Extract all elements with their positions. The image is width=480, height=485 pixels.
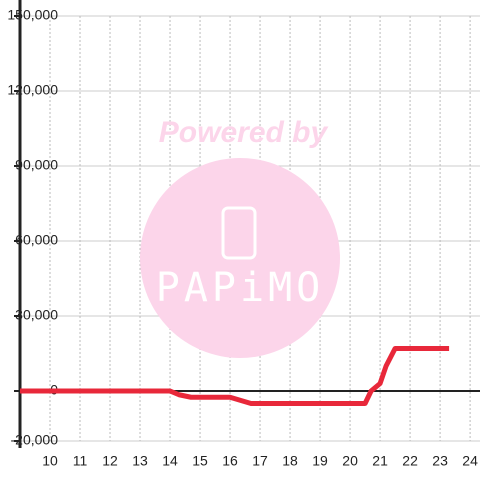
x-tick-label: 18 [282, 453, 298, 469]
x-tick-label: 16 [222, 453, 238, 469]
x-tick-label: 21 [372, 453, 388, 469]
y-tick-label: 30,000 [15, 307, 58, 323]
x-tick-label: 14 [162, 453, 178, 469]
y-tick-label: 90,000 [15, 157, 58, 173]
x-tick-label: 19 [312, 453, 328, 469]
y-tick-label: 60,000 [15, 232, 58, 248]
data-line [20, 346, 450, 406]
y-tick-label: -20,000 [11, 432, 59, 448]
x-tick-label: 22 [402, 453, 418, 469]
x-tick-label: 13 [132, 453, 148, 469]
x-tick-label: 20 [342, 453, 358, 469]
x-tick-label: 23 [432, 453, 448, 469]
watermark-phone [221, 206, 257, 260]
x-tick-label: 24 [462, 453, 478, 469]
x-tick-label: 15 [192, 453, 208, 469]
x-tick-label: 11 [73, 453, 88, 469]
plot: 150,000120,00090,00060,00030,0000-20,000… [7, 0, 480, 469]
y-tick-label: 150,000 [7, 7, 58, 23]
y-tick-label: 120,000 [7, 82, 58, 98]
x-tick-label: 10 [42, 453, 58, 469]
x-tick-label: 12 [102, 453, 118, 469]
watermark-text: Powered by [159, 116, 329, 149]
watermark-logo: PAPiMO [156, 265, 325, 311]
x-tick-label: 17 [252, 453, 268, 469]
